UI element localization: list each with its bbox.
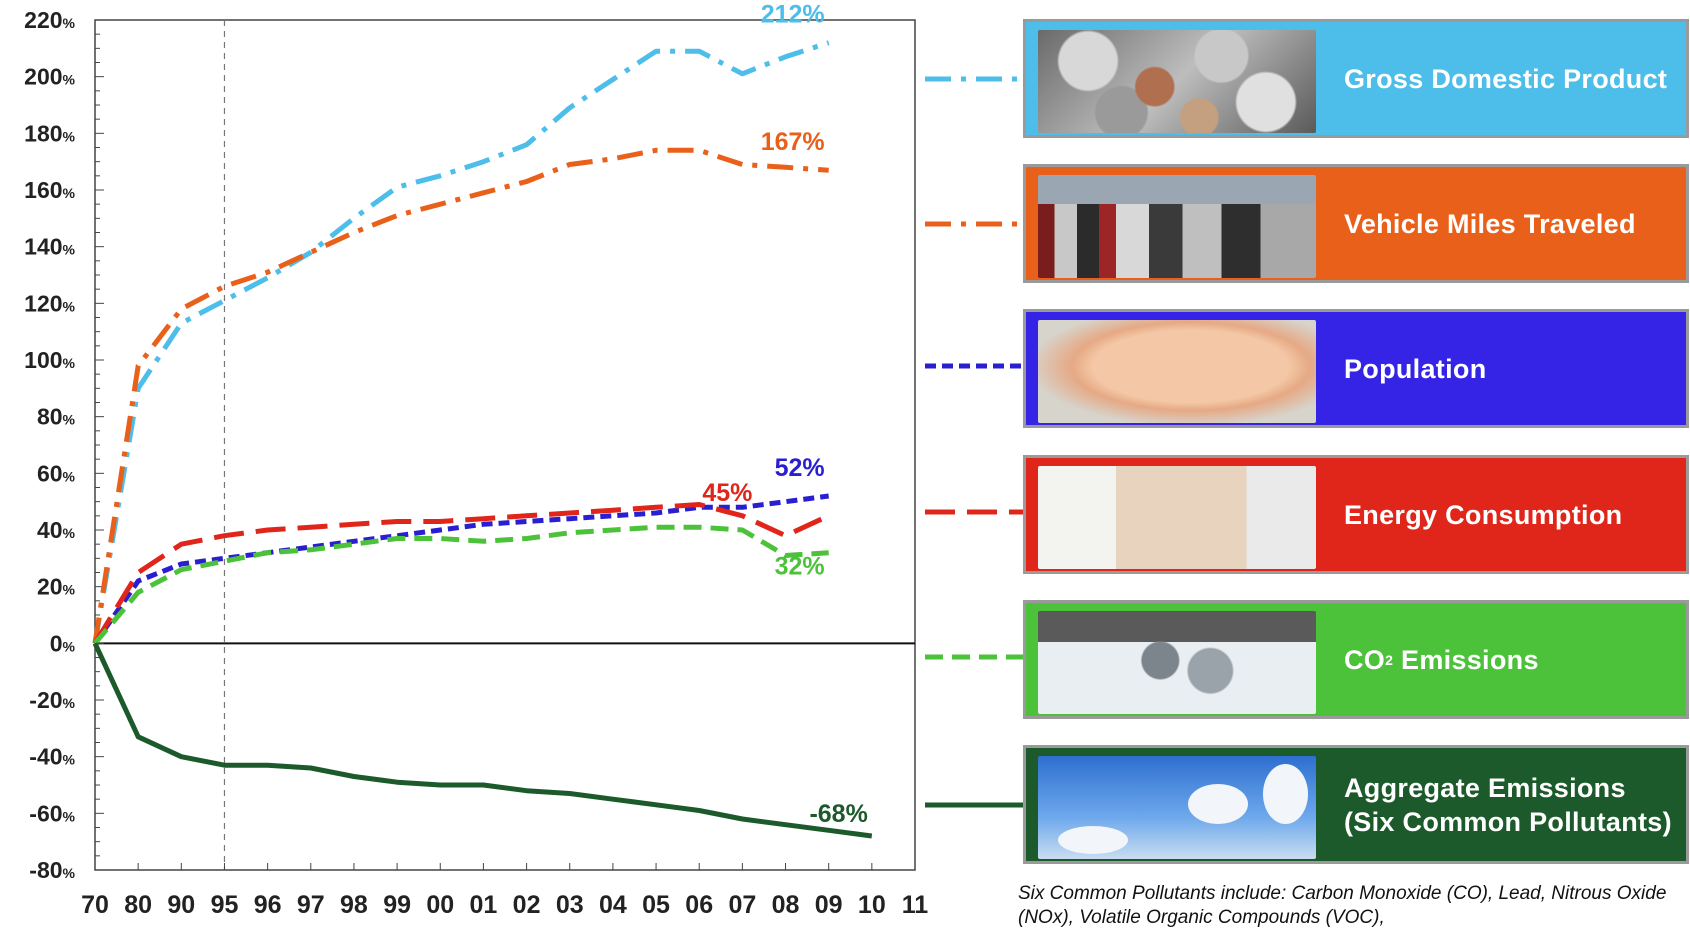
- legend-label-population: Population: [1344, 353, 1487, 384]
- legend-label-energy: Energy Consumption: [1344, 499, 1623, 530]
- y-tick-label: 40%: [37, 517, 76, 543]
- y-tick-label: -80%: [29, 857, 75, 883]
- series-end-label-4: 32%: [775, 553, 825, 581]
- x-tick-label: 01: [470, 891, 498, 919]
- co2-label-main: CO: [1344, 644, 1386, 675]
- legend-label-aggregate: Aggregate Emissions (Six Common Pollutan…: [1344, 748, 1672, 861]
- co2-label-sub: 2: [1385, 651, 1394, 668]
- series-end-label-3: 45%: [702, 479, 752, 507]
- series-line-1: [92, 147, 829, 644]
- y-tick-label: 180%: [24, 120, 75, 146]
- x-tick-label: 05: [642, 891, 670, 919]
- y-tick-label: 120%: [24, 290, 75, 316]
- x-tick-label: 90: [167, 891, 195, 919]
- series-end-label-5: -68%: [809, 800, 867, 828]
- aggregate-label-line2: (Six Common Pollutants): [1344, 806, 1672, 837]
- legend-panel-energy: Energy Consumption: [1023, 455, 1689, 574]
- series-line-4: [93, 524, 829, 645]
- x-tick-label: 70: [81, 891, 109, 919]
- x-tick-label: 10: [858, 891, 886, 919]
- footnote: Six Common Pollutants include: Carbon Mo…: [1018, 883, 1667, 928]
- legend-panel-population: Population: [1023, 309, 1689, 428]
- coins-photo: [1038, 30, 1316, 133]
- series-line-2: [92, 493, 830, 645]
- baby-photo: [1038, 320, 1316, 423]
- series-line-3: [92, 502, 830, 645]
- x-tick-label: 07: [728, 891, 756, 919]
- y-tick-label: 0%: [50, 630, 76, 656]
- x-tick-label: 11: [902, 891, 929, 919]
- legend-panel-gdp: Gross Domestic Product: [1023, 19, 1689, 138]
- y-tick-label: 140%: [24, 234, 75, 260]
- exhaust-photo: [1038, 611, 1316, 714]
- aggregate-label-line1: Aggregate Emissions: [1344, 772, 1626, 803]
- y-tick-label: 100%: [24, 347, 75, 373]
- legend-panel-vmt: Vehicle Miles Traveled: [1023, 164, 1689, 283]
- y-tick-label: -40%: [29, 744, 75, 770]
- plug-photo: [1038, 466, 1316, 569]
- x-tick-label: 04: [599, 891, 627, 919]
- co2-label-rest: Emissions: [1393, 644, 1539, 675]
- x-tick-label: 98: [340, 891, 368, 919]
- legend-label-gdp: Gross Domestic Product: [1344, 63, 1668, 94]
- y-tick-label: 20%: [37, 574, 76, 600]
- legend-panel-co2: CO 2 Emissions: [1023, 600, 1689, 719]
- y-tick-label: 80%: [37, 404, 76, 430]
- series-line-0: [92, 40, 830, 644]
- x-tick-label: 97: [297, 891, 325, 919]
- series-line-5: [92, 642, 873, 839]
- x-tick-label: 00: [426, 891, 454, 919]
- x-tick-label: 08: [772, 891, 800, 919]
- series-end-label-1: 167%: [761, 128, 825, 156]
- x-tick-label: 03: [556, 891, 584, 919]
- smokestacks-photo: [1038, 756, 1316, 859]
- x-tick-label: 96: [254, 891, 282, 919]
- x-tick-label: 95: [211, 891, 239, 919]
- y-tick-label: 60%: [37, 460, 76, 486]
- x-tick-label: 99: [383, 891, 411, 919]
- y-tick-label: -60%: [29, 800, 75, 826]
- y-tick-label: 160%: [24, 177, 75, 203]
- y-tick-label: -20%: [29, 687, 75, 713]
- y-tick-label: 220%: [24, 7, 75, 33]
- x-tick-label: 80: [124, 891, 152, 919]
- legend-label-co2: CO 2 Emissions: [1344, 603, 1539, 716]
- y-tick-label: 200%: [24, 64, 75, 90]
- x-tick-label: 02: [513, 891, 541, 919]
- series-end-label-2: 52%: [775, 454, 825, 482]
- series-end-label-0: 212%: [761, 1, 825, 29]
- traffic-photo: [1038, 175, 1316, 278]
- legend-panel-aggregate: Aggregate Emissions (Six Common Pollutan…: [1023, 745, 1689, 864]
- legend-label-vmt: Vehicle Miles Traveled: [1344, 208, 1636, 239]
- x-tick-label: 06: [685, 891, 713, 919]
- x-tick-label: 09: [815, 891, 843, 919]
